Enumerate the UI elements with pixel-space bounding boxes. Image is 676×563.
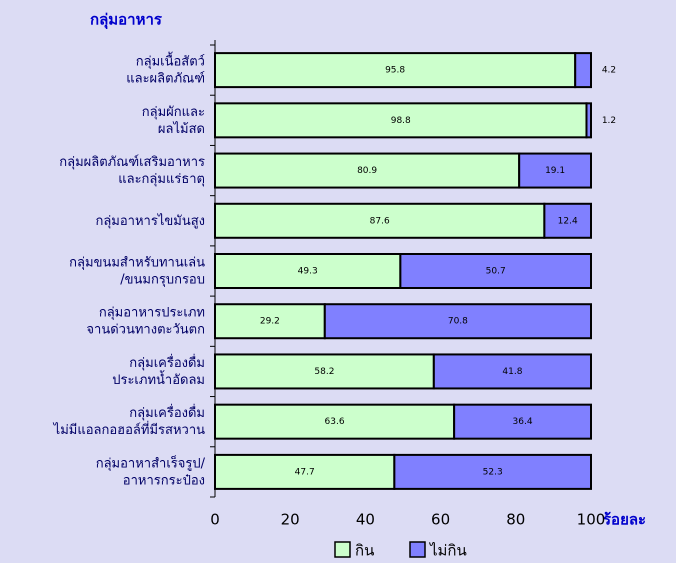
y-tick-label-line: กลุ่มอาหาสำเร็จรูป/ (96, 453, 206, 471)
y-tick-label-line: กลุ่มเครื่องดื่ม (129, 353, 205, 370)
y-tick-label: กลุ่มอาหารไขมันสูง (95, 212, 205, 228)
y-tick-label: กลุ่มเครื่องดื่มประเภทน้ำอัดลม (112, 353, 205, 387)
x-tick-label: 40 (356, 511, 375, 529)
legend-swatch (409, 541, 426, 558)
y-tick-label: กลุ่มผักและผลไม้สด (142, 104, 205, 136)
y-tick-label: กลุ่มเนื้อสัตว์และผลิตภัณฑ์ (126, 51, 205, 86)
bar-value-label: 12.4 (558, 216, 578, 226)
bar-value-label: 4.2 (602, 66, 616, 76)
legend-label: กิน (355, 542, 374, 560)
bar-value-label: 47.7 (295, 467, 315, 477)
x-tick-label: 80 (506, 511, 525, 529)
x-tick-label: 100 (577, 511, 606, 529)
y-tick-label-line: ประเภทน้ำอัดลม (112, 369, 205, 387)
bar-value-label: 50.7 (486, 267, 506, 277)
y-tick-label: กลุ่มเครื่องดื่มไม่มีแอลกอฮอล์ที่มีรสหวา… (53, 404, 205, 438)
bar (214, 152, 521, 189)
bar (214, 403, 456, 440)
bar (518, 152, 593, 189)
y-tick-label-line: กลุ่มผักและ (142, 104, 205, 119)
bar (585, 102, 592, 139)
bar-value-label: 95.8 (385, 66, 405, 76)
y-axis-label: กลุ่มอาหาร (90, 11, 163, 30)
bar-value-label: 98.8 (391, 116, 411, 126)
bar (453, 403, 592, 440)
bar (214, 253, 402, 289)
y-tick-label-line: และกลุ่มแร่ธาตุ (118, 172, 205, 187)
y-tick-label-line: กลุ่มเครื่องดื่ม (129, 404, 205, 421)
bar (399, 253, 593, 289)
y-tick-label-line: กลุ่มขนมสำหรับทานเล่น (69, 255, 205, 270)
y-tick-label: กลุ่มอาหาสำเร็จรูป/อาหารกระป๋อง (96, 453, 206, 488)
bar-value-label: 63.6 (325, 417, 345, 427)
bar (393, 453, 592, 490)
bar-value-label: 1.2 (602, 116, 616, 126)
bar (214, 202, 546, 239)
y-tick-label-line: จานด่วนทางตะวันตก (86, 322, 205, 337)
bar-value-label: 87.6 (370, 216, 390, 226)
bar (543, 202, 592, 239)
y-tick-label-line: ไม่มีแอลกอฮอล์ที่มีรสหวาน (53, 421, 205, 438)
y-tick-label: กลุ่มขนมสำหรับทานเล่น/ขนมกรุบกรอบ (69, 255, 205, 287)
y-tick-label-line: /ขนมกรุบกรอบ (120, 272, 205, 287)
bar-value-label: 19.1 (545, 166, 565, 176)
y-tick-label-line: กลุ่มเนื้อสัตว์ (136, 51, 205, 69)
y-tick-label-line: ผลไม้สด (158, 120, 205, 136)
x-axis-label: ร้อยละ (603, 511, 646, 529)
bar (323, 303, 592, 340)
y-tick-label-line: อาหารกระป๋อง (123, 473, 205, 488)
bar (574, 52, 593, 89)
bar-value-label: 36.4 (513, 417, 533, 427)
bar-value-label: 49.3 (298, 267, 318, 277)
bar-value-label: 58.2 (314, 367, 334, 377)
y-tick-label-line: กลุ่มผลิตภัณฑ์เสริมอาหาร (59, 154, 205, 170)
bar-value-label: 80.9 (357, 166, 377, 176)
bar (214, 102, 588, 139)
bar-value-label: 29.2 (260, 317, 280, 327)
legend-label: ไม่กิน (429, 542, 467, 560)
y-tick-label: กลุ่มอาหารประเภทจานด่วนทางตะวันตก (86, 305, 205, 337)
bar-value-label: 52.3 (483, 467, 503, 477)
y-tick-label-line: และผลิตภัณฑ์ (126, 70, 205, 86)
bar-value-label: 70.8 (448, 317, 468, 327)
y-tick-label: กลุ่มผลิตภัณฑ์เสริมอาหารและกลุ่มแร่ธาตุ (59, 154, 205, 187)
legend-swatch (334, 541, 351, 558)
x-tick-label: 20 (281, 511, 300, 529)
y-tick-label-line: กลุ่มอาหารประเภท (99, 305, 205, 320)
x-tick-label: 60 (431, 511, 450, 529)
y-tick-label-line: กลุ่มอาหารไขมันสูง (95, 212, 205, 228)
x-tick-label: 0 (210, 511, 220, 529)
bar (432, 353, 592, 390)
bar-value-label: 41.8 (502, 367, 522, 377)
